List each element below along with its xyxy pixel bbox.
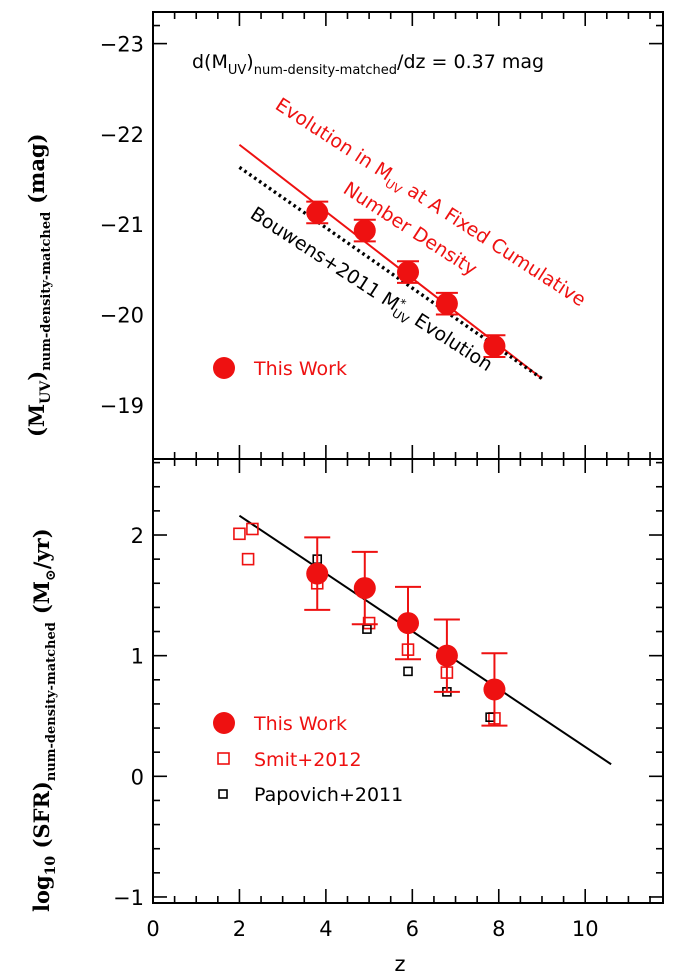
annotation-sub: num-density-matched — [254, 63, 397, 78]
smit-2012-point — [362, 616, 376, 630]
annotation-mid: ) — [246, 51, 253, 73]
bottom-panel-xtick-labels: 0 2 4 6 8 10 — [146, 917, 598, 941]
bottom-ylabel-log-sub: 10 — [43, 856, 59, 876]
bottom-panel-lines — [238, 514, 612, 766]
top-panel-ylabel: (MUV)num-density-matched (mag) — [24, 133, 54, 437]
top-panel-ytick-labels: −19 −20 −21 −22 −23 — [100, 33, 144, 418]
bottom-this-work-point — [397, 612, 419, 635]
bottom-this-work-point — [353, 577, 376, 600]
bottom-ylabel-sub: num-density-matched — [44, 622, 59, 781]
bottom-this-work-point — [306, 562, 329, 585]
top-ytick-label: −20 — [100, 304, 144, 328]
bottom-ytick-label: 0 — [131, 765, 144, 789]
top-ytick-label: −19 — [100, 394, 144, 418]
bottom-xtick-label: 10 — [572, 917, 599, 941]
top-this-work-point — [353, 219, 376, 242]
bottom-legend-label-papovich: Papovich+2011 — [254, 784, 403, 806]
top-ytick-label: −22 — [100, 123, 144, 147]
bottom-legend-marker-smit — [217, 752, 230, 765]
bottom-panel-points — [233, 522, 508, 727]
top-panel-ticks — [152, 12, 663, 459]
top-this-work-point — [483, 335, 506, 358]
bottom-legend-label-this-work: This Work — [253, 713, 347, 735]
bottom-xtick-label: 0 — [146, 917, 159, 941]
bottom-this-work-point — [435, 644, 458, 667]
bottom-ylabel-main: (SFR) — [29, 781, 54, 856]
bottom-ytick-label: 2 — [131, 524, 144, 548]
annotation-pre: d(M — [192, 51, 228, 73]
bottom-legend-marker-papovich — [218, 789, 228, 799]
top-ytick-label: −21 — [100, 213, 144, 237]
top-ytick-label: −23 — [100, 33, 144, 57]
bottom-ylabel-unit: (M — [29, 581, 54, 614]
bottom-ylabel-log: log — [29, 875, 54, 912]
bottom-xtick-label: 2 — [233, 917, 246, 941]
bottom-fit-line — [238, 514, 612, 766]
top-ylabel-sub-uv: UV — [38, 380, 54, 404]
bottom-ytick-label: −1 — [113, 886, 144, 910]
bottom-legend-marker-this-work — [213, 712, 235, 734]
bottom-this-work-point — [483, 678, 506, 701]
top-ylabel-close: ) — [24, 371, 49, 381]
bottom-panel-ytick-labels: −1 0 1 2 — [113, 524, 144, 910]
top-legend-label-this-work: This Work — [253, 358, 347, 380]
annotation-sub-uv: UV — [228, 63, 247, 78]
top-this-work-point — [306, 201, 329, 224]
smit-2012-point — [233, 527, 246, 541]
papovich-2011-point — [403, 666, 413, 677]
smit-2012-point — [246, 522, 259, 536]
smit-2012-point — [241, 552, 255, 566]
top-this-work-point — [397, 261, 419, 284]
top-panel-points — [306, 200, 506, 358]
top-ylabel-unit: (mag) — [24, 133, 49, 203]
top-this-work-point — [435, 292, 458, 315]
bottom-xtick-label: 6 — [406, 917, 419, 941]
bottom-ytick-label: 1 — [131, 645, 144, 669]
bottom-panel-ylabel: log10 (SFR)num-density-matched (M⊙/yr) — [29, 528, 59, 912]
bottom-ylabel-unit-post: /yr) — [29, 528, 54, 569]
bottom-xtick-label: 8 — [492, 917, 505, 941]
top-ylabel-sub: num-density-matched — [39, 212, 54, 371]
top-ylabel-main: (M — [24, 404, 49, 437]
bottom-legend-label-smit: Smit+2012 — [254, 749, 362, 771]
top-panel-annotation: d(MUV)num-density-matched/dz = 0.37 mag — [192, 51, 544, 78]
bottom-xtick-label: 4 — [319, 917, 332, 941]
annotation-post: /dz = 0.37 mag — [397, 51, 544, 73]
bottom-panel-frame — [152, 458, 664, 904]
bottom-panel-xlabel: z — [394, 952, 405, 976]
bottom-ylabel-unit-sub: ⊙ — [43, 569, 59, 581]
top-legend-marker-this-work — [213, 357, 235, 379]
